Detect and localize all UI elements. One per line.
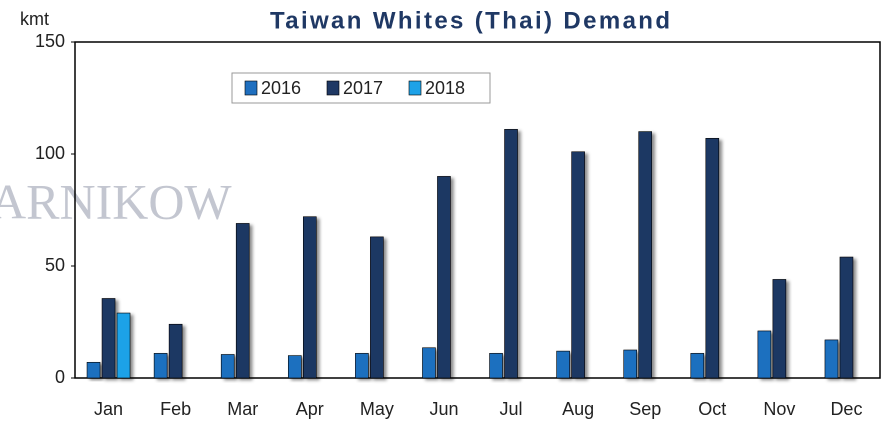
y-axis-label: kmt — [20, 9, 49, 29]
x-tick-label: Oct — [698, 399, 726, 419]
x-tick-label: Aug — [562, 399, 594, 419]
y-tick-label: 50 — [45, 255, 65, 275]
x-tick-label: Jan — [94, 399, 123, 419]
bar — [489, 353, 503, 379]
watermark: ARNIKOW — [0, 173, 232, 229]
bar — [101, 298, 116, 379]
bar — [705, 138, 720, 379]
x-tick-label: Jun — [429, 399, 458, 419]
legend-swatch — [244, 80, 258, 96]
x-tick-label: Apr — [296, 399, 324, 419]
bar — [556, 350, 570, 379]
y-tick-label: 150 — [35, 31, 65, 51]
bar — [638, 131, 653, 379]
bar — [116, 312, 131, 379]
bar — [220, 354, 235, 379]
x-tick-label: Sep — [629, 399, 661, 419]
bar — [571, 151, 585, 379]
x-tick-label: Mar — [227, 399, 258, 419]
y-tick-label: 100 — [35, 143, 65, 163]
x-tick-label: May — [360, 399, 394, 419]
bar — [839, 256, 854, 379]
legend-label: 2018 — [425, 78, 465, 98]
bar — [422, 347, 436, 379]
legend-label: 2017 — [343, 78, 383, 98]
y-tick-label: 0 — [55, 367, 65, 387]
legend-box — [231, 72, 491, 104]
bar — [690, 353, 705, 379]
bar — [355, 353, 369, 379]
bar — [86, 362, 101, 379]
x-tick-label: Jul — [500, 399, 523, 419]
legend-label: 2016 — [261, 78, 301, 98]
bar — [437, 176, 451, 379]
x-tick-label: Dec — [830, 399, 862, 419]
x-tick-label: Feb — [160, 399, 191, 419]
bar — [504, 129, 518, 379]
chart-title: Taiwan Whites (Thai) Demand — [270, 7, 670, 34]
bar — [287, 355, 302, 379]
bar — [757, 330, 772, 379]
bar — [235, 223, 250, 379]
legend-swatch — [326, 80, 340, 96]
plot-area — [74, 41, 881, 379]
x-tick-label: Nov — [763, 399, 795, 419]
bar — [153, 353, 168, 379]
bar — [772, 279, 787, 379]
bar — [168, 323, 183, 379]
legend-swatch — [408, 80, 422, 96]
bar — [370, 236, 384, 379]
bar — [623, 349, 638, 379]
bar — [302, 216, 317, 379]
bar — [824, 339, 839, 379]
